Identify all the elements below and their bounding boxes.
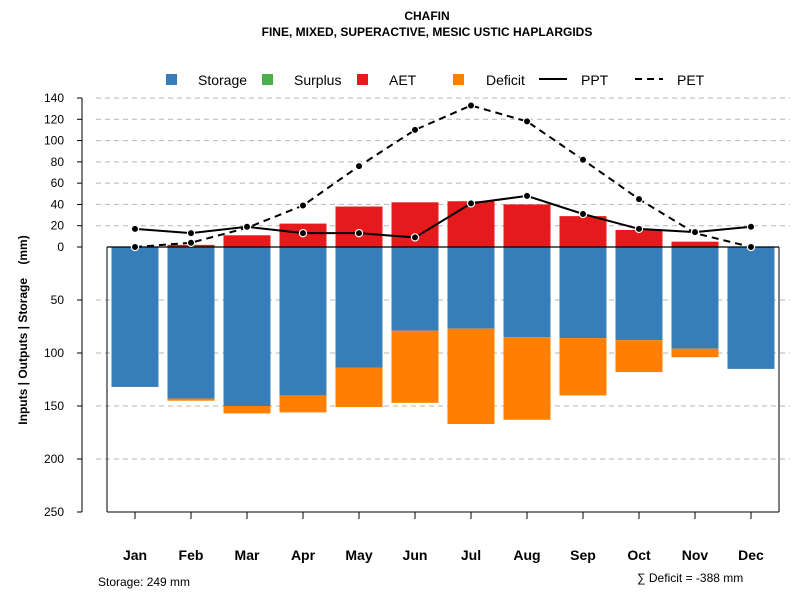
bar-aet	[559, 216, 607, 247]
bar-series	[111, 201, 775, 425]
ppt-point	[634, 224, 644, 234]
ppt-point	[410, 233, 420, 242]
plot-frame	[106, 246, 780, 513]
legend-swatch-aet	[357, 74, 368, 85]
ppt-point	[186, 228, 196, 238]
bar-aet	[447, 201, 495, 247]
bar-storage	[447, 247, 495, 329]
ppt-point	[466, 199, 476, 208]
y-tick-label: 100	[44, 346, 64, 360]
ppt-point	[298, 228, 308, 238]
x-tick-label-dec: Dec	[738, 547, 764, 563]
pet-point	[634, 194, 644, 204]
ppt-point	[522, 191, 532, 201]
bar-deficit	[559, 338, 607, 396]
bar-storage	[559, 247, 607, 339]
y-axis-label: Inputs | Outputs | Storage (mm)	[16, 235, 30, 424]
x-tick-label-feb: Feb	[179, 547, 204, 563]
x-tick-label-sep: Sep	[570, 547, 596, 563]
pet-point	[186, 238, 196, 247]
bar-storage	[279, 247, 327, 396]
y-tick-label: 140	[44, 91, 64, 105]
ppt-point	[690, 227, 700, 237]
y-tick-label: 200	[44, 452, 64, 466]
footer-storage: Storage: 249 mm	[98, 575, 190, 589]
legend-label-storage: Storage	[198, 72, 247, 88]
pet-point	[578, 155, 588, 164]
y-tick-label: 50	[51, 293, 65, 307]
bar-storage	[223, 247, 271, 406]
y-tick-label: 250	[44, 505, 64, 519]
pet-point	[410, 125, 420, 135]
ppt-point	[130, 224, 140, 234]
pet-point	[298, 201, 308, 210]
bar-storage	[335, 247, 383, 368]
legend-swatch-deficit	[453, 74, 464, 85]
pet-point	[354, 161, 364, 171]
bar-aet	[615, 229, 663, 247]
x-tick-label-jan: Jan	[123, 547, 147, 563]
x-tick-label-oct: Oct	[627, 547, 651, 563]
legend-swatch-surplus	[262, 74, 273, 85]
ppt-line	[134, 194, 752, 239]
bar-deficit	[279, 395, 327, 413]
bar-deficit	[503, 337, 551, 420]
ppt-point	[354, 228, 364, 238]
footer-deficit: ∑ Deficit = -388 mm	[637, 571, 743, 585]
y-tick-label: 60	[51, 176, 65, 190]
pet-point	[522, 117, 532, 126]
legend-label-ppt: PPT	[581, 72, 609, 88]
chart-subtitle: FINE, MIXED, SUPERACTIVE, MESIC USTIC HA…	[262, 25, 593, 39]
bar-storage	[167, 247, 215, 399]
y-tick-label: 40	[51, 197, 65, 211]
bar-deficit	[167, 398, 215, 401]
y-tick-label: 100	[44, 134, 64, 148]
line-series	[130, 101, 756, 252]
pet-point	[130, 242, 140, 252]
bar-deficit	[671, 348, 719, 358]
x-tick-label-jul: Jul	[461, 547, 481, 563]
bar-storage	[671, 247, 719, 349]
legend-swatch-storage	[166, 74, 177, 85]
bar-deficit	[223, 406, 271, 414]
bar-deficit	[447, 328, 495, 425]
bar-deficit	[391, 330, 439, 403]
legend-label-pet: PET	[677, 72, 705, 88]
bar-aet	[503, 204, 551, 247]
bar-aet	[335, 206, 383, 247]
x-tick-label-may: May	[345, 547, 372, 563]
pet-point	[466, 101, 476, 110]
x-tick-label-mar: Mar	[235, 547, 260, 563]
x-tick-label-nov: Nov	[682, 547, 709, 563]
ppt-point	[578, 209, 588, 219]
bar-storage	[111, 247, 159, 387]
legend: Storage Surplus AET Deficit PPT PET	[166, 72, 705, 88]
bar-storage	[503, 247, 551, 338]
bar-deficit	[335, 367, 383, 408]
legend-label-deficit: Deficit	[486, 72, 525, 88]
y-tick-label: 20	[51, 219, 65, 233]
bar-aet	[223, 235, 271, 247]
bar-storage	[727, 247, 775, 369]
bar-storage	[615, 247, 663, 341]
legend-label-surplus: Surplus	[294, 72, 341, 88]
x-tick-label-apr: Apr	[291, 547, 316, 563]
y-tick-label: 80	[51, 155, 65, 169]
ppt-point	[746, 222, 756, 231]
legend-label-aet: AET	[389, 72, 417, 88]
y-tick-label: 0	[57, 240, 64, 254]
x-tick-label-aug: Aug	[513, 547, 540, 563]
y-tick-label: 150	[44, 399, 64, 413]
ppt-point	[242, 222, 252, 231]
y-tick-label: 120	[44, 112, 64, 126]
pet-point	[746, 242, 756, 252]
bar-aet	[671, 241, 719, 247]
pet-line	[134, 104, 752, 248]
x-tick-label-jun: Jun	[403, 547, 428, 563]
bar-storage	[391, 247, 439, 331]
bar-deficit	[615, 340, 663, 373]
chart-title: CHAFIN	[404, 9, 449, 23]
